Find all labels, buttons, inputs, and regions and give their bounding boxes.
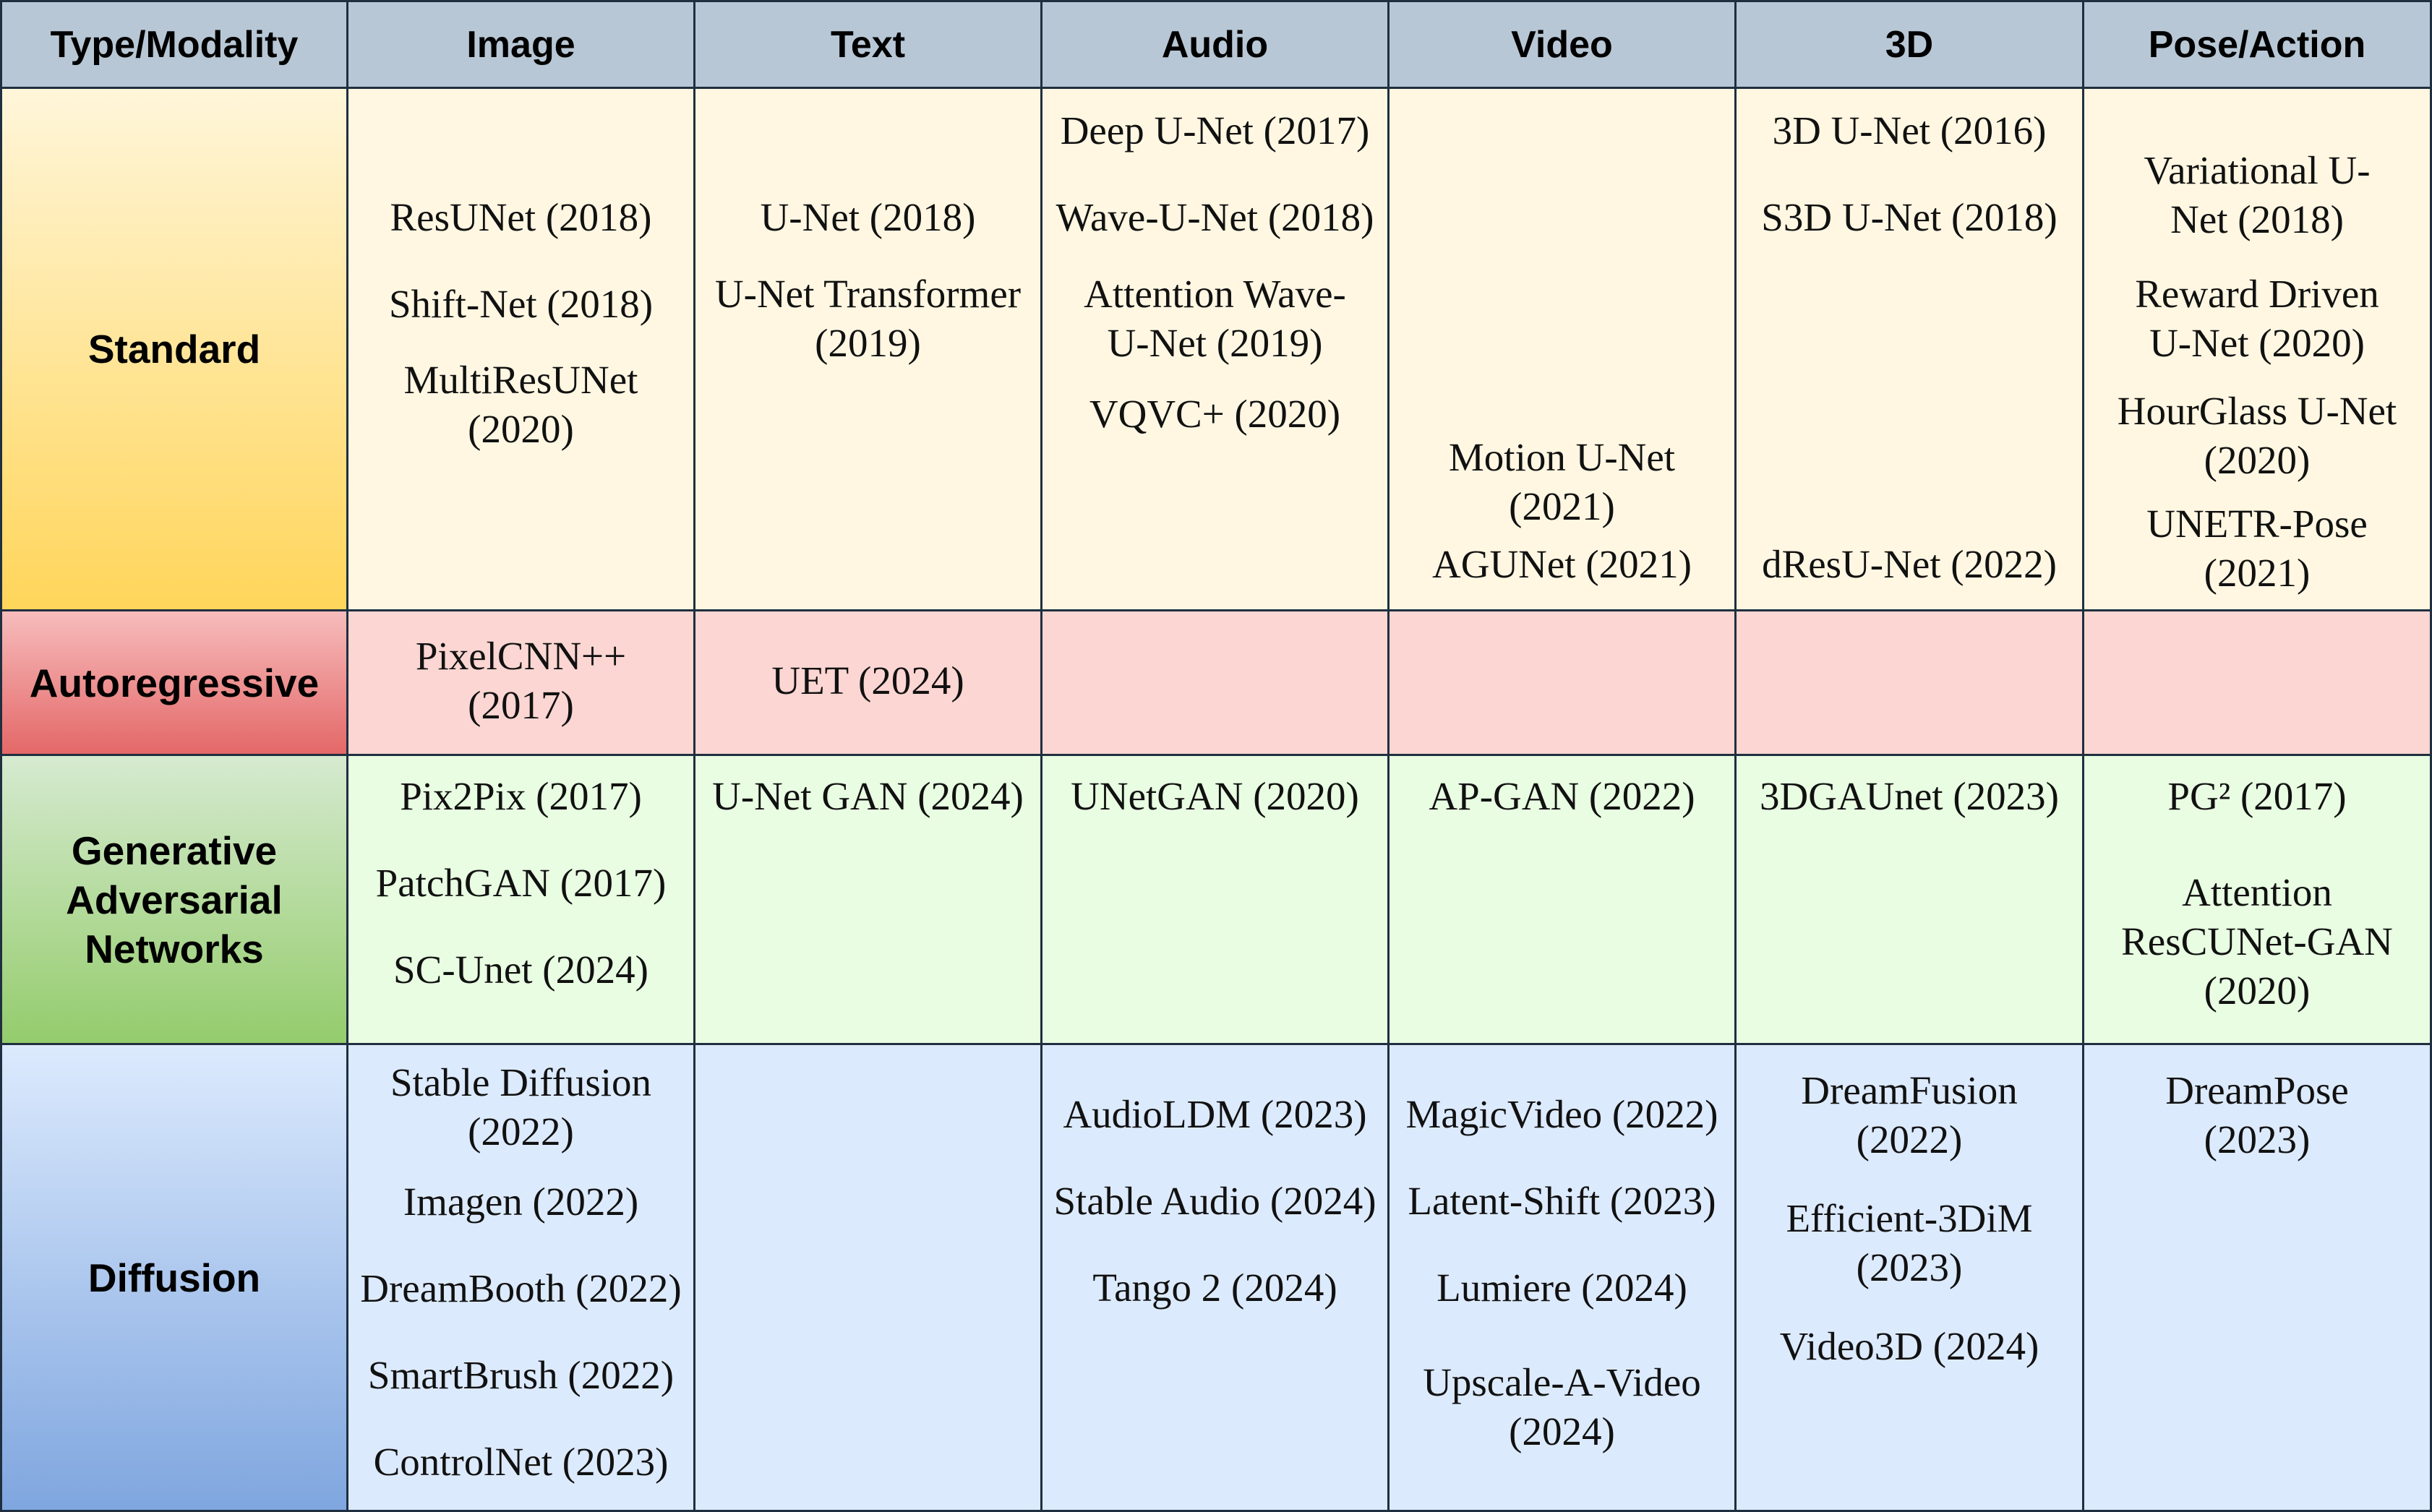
model-entry: HourGlass U-Net (2020) xyxy=(2117,389,2397,482)
cell-gan-audio: UNetGAN (2020) xyxy=(1040,754,1390,1045)
model-entry: Upscale-A-Video (2024) xyxy=(1423,1360,1701,1453)
cell-standard-text: U-Net (2018) U-Net Transformer (2019) xyxy=(693,87,1042,611)
model-entry: MagicVideo (2022) xyxy=(1405,1092,1718,1136)
model-entry: dResU-Net (2022) xyxy=(1762,542,2057,586)
model-entry: Efficient-3DiM (2023) xyxy=(1786,1196,2033,1289)
model-entry: Video3D (2024) xyxy=(1779,1324,2039,1368)
model-entry: S3D U-Net (2018) xyxy=(1761,195,2058,239)
cell-diffusion-pose-action: DreamPose (2023) xyxy=(2082,1043,2432,1512)
model-entry: VQVC+ (2020) xyxy=(1089,392,1341,436)
model-entry: UET (2024) xyxy=(771,658,964,703)
model-entry: ResUNet (2018) xyxy=(390,195,652,239)
model-entry: U-Net (2018) xyxy=(760,195,976,239)
model-entry: Pix2Pix (2017) xyxy=(400,774,642,818)
cell-standard-video: Motion U-Net (2021) AGUNet (2021) xyxy=(1387,87,1737,611)
model-entry: AudioLDM (2023) xyxy=(1063,1092,1367,1136)
model-entry: MultiResUNet (2020) xyxy=(403,358,638,451)
model-entry: Latent-Shift (2023) xyxy=(1408,1179,1716,1223)
cell-diffusion-text xyxy=(693,1043,1042,1512)
model-entry: Variational U- Net (2018) xyxy=(2144,148,2371,241)
model-entry: Imagen (2022) xyxy=(403,1180,639,1224)
model-entry: DreamBooth (2022) xyxy=(360,1266,682,1310)
header-3d: 3D xyxy=(1734,0,2084,89)
model-entry: Attention ResCUNet-GAN (2020) xyxy=(2121,870,2393,1013)
cell-diffusion-audio: AudioLDM (2023) Stable Audio (2024) Tango … xyxy=(1040,1043,1390,1512)
model-entry: SmartBrush (2022) xyxy=(367,1353,675,1397)
model-entry: Stable Diffusion (2022) xyxy=(390,1060,652,1154)
cell-diffusion-three-d: DreamFusion (2022) Efficient-3DiM (2023) V… xyxy=(1734,1043,2084,1512)
header-pose-action: Pose/Action xyxy=(2082,0,2432,89)
cell-autoregressive-pose-action xyxy=(2082,609,2432,756)
header-text: Text xyxy=(693,0,1042,89)
model-entry: SC-Unet (2024) xyxy=(393,948,648,992)
cell-standard-three-d: 3D U-Net (2016) S3D U-Net (2018) dResU-Net… xyxy=(1734,87,2084,611)
model-entry: Motion U-Net (2021) xyxy=(1448,435,1676,528)
model-entry: 3D U-Net (2016) xyxy=(1772,108,2047,153)
row-label-diffusion: Diffusion xyxy=(0,1043,348,1512)
model-entry: AP-GAN (2022) xyxy=(1429,774,1695,818)
row-label-standard: Standard xyxy=(0,87,348,611)
header-type-modality: Type/Modality xyxy=(0,0,348,89)
cell-gan-three-d: 3DGAUnet (2023) xyxy=(1734,754,2084,1045)
header-image: Image xyxy=(346,0,695,89)
model-entry: DreamFusion (2022) xyxy=(1801,1068,2018,1161)
cell-gan-video: AP-GAN (2022) xyxy=(1387,754,1737,1045)
cell-standard-audio: Deep U-Net (2017) Wave-U-Net (2018) Attent… xyxy=(1040,87,1390,611)
model-entry: 3DGAUnet (2023) xyxy=(1760,774,2059,818)
model-entry: AGUNet (2021) xyxy=(1432,542,1692,586)
cell-gan-pose-action: PG² (2017) Attention ResCUNet-GAN (2020) xyxy=(2082,754,2432,1045)
model-entry: PixelCNN++ (2017) xyxy=(415,634,627,727)
cell-autoregressive-audio xyxy=(1040,609,1390,756)
header-video: Video xyxy=(1387,0,1737,89)
row-label-autoregressive: Autoregressive xyxy=(0,609,348,756)
cell-autoregressive-three-d xyxy=(1734,609,2084,756)
model-entry: Wave-U-Net (2018) xyxy=(1056,195,1374,239)
cell-autoregressive-text: UET (2024) xyxy=(693,609,1042,756)
cell-autoregressive-image: PixelCNN++ (2017) xyxy=(346,609,695,756)
model-entry: U-Net Transformer (2019) xyxy=(714,272,1022,365)
model-entry: Attention Wave- U-Net (2019) xyxy=(1084,272,1346,365)
cell-standard-image: ResUNet (2018) Shift-Net (2018) MultiResUN… xyxy=(346,87,695,611)
model-entry: UNETR-Pose (2021) xyxy=(2146,502,2368,595)
model-entry: U-Net GAN (2024) xyxy=(712,774,1024,818)
cell-autoregressive-video xyxy=(1387,609,1737,756)
model-entry: PG² (2017) xyxy=(2167,774,2347,818)
cell-gan-image: Pix2Pix (2017) PatchGAN (2017) SC-Unet (20… xyxy=(346,754,695,1045)
cell-standard-pose-action: Variational U- Net (2018) Reward Driven U… xyxy=(2082,87,2432,611)
model-entry: Shift-Net (2018) xyxy=(388,282,654,326)
model-entry: UNetGAN (2020) xyxy=(1071,774,1359,818)
model-entry: Tango 2 (2024) xyxy=(1092,1266,1337,1310)
model-entry: ControlNet (2023) xyxy=(373,1440,669,1484)
model-entry: Lumiere (2024) xyxy=(1436,1266,1687,1310)
cell-diffusion-image: Stable Diffusion (2022) Imagen (2022) Drea… xyxy=(346,1043,695,1512)
model-entry: Reward Driven U-Net (2020) xyxy=(2135,272,2379,365)
model-entry: Stable Audio (2024) xyxy=(1053,1179,1376,1223)
model-entry: DreamPose (2023) xyxy=(2165,1068,2349,1161)
model-entry: PatchGAN (2017) xyxy=(375,861,667,905)
model-entry: Deep U-Net (2017) xyxy=(1060,108,1370,153)
cell-diffusion-video: MagicVideo (2022) Latent-Shift (2023) Lumi… xyxy=(1387,1043,1737,1512)
row-label-gan: Generative Adversarial Networks xyxy=(0,754,348,1045)
header-audio: Audio xyxy=(1040,0,1390,89)
cell-gan-text: U-Net GAN (2024) xyxy=(693,754,1042,1045)
